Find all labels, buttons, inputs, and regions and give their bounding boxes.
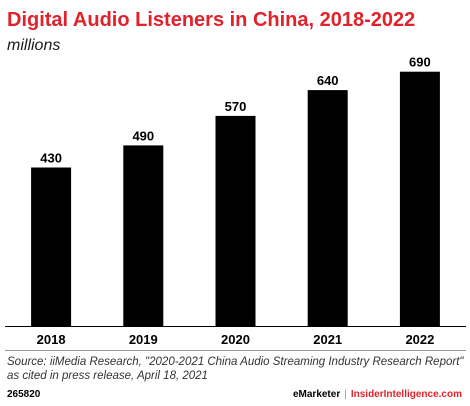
bar-2022 xyxy=(399,71,440,326)
value-labels-group: 430 490 570 640 690 xyxy=(40,55,431,166)
brand-emarketer: eMarketer xyxy=(292,389,341,400)
brand-separator: | xyxy=(344,389,347,400)
brand-insider-intelligence: InsiderIntelligence.com xyxy=(350,389,462,400)
bar-2021 xyxy=(307,90,348,326)
source-note: Source: iiMedia Research, "2020-2021 Chi… xyxy=(7,356,464,382)
value-label-2022: 690 xyxy=(409,55,431,70)
x-tick-2022: 2022 xyxy=(405,332,434,347)
bar-2019 xyxy=(123,145,164,326)
bar-2020 xyxy=(215,115,256,327)
value-label-2019: 490 xyxy=(132,128,154,143)
x-tick-2021: 2021 xyxy=(313,332,342,347)
x-axis-tick-labels: 2018 2019 2020 2021 2022 xyxy=(37,332,435,347)
x-tick-2020: 2020 xyxy=(221,332,250,347)
chart-title: Digital Audio Listeners in China, 2018-2… xyxy=(7,9,416,31)
footer-branding: eMarketer | InsiderIntelligence.com xyxy=(293,389,462,400)
x-tick-2019: 2019 xyxy=(129,332,158,347)
chart-subtitle: millions xyxy=(7,37,61,54)
footer: 265820 eMarketer | InsiderIntelligence.com xyxy=(0,385,470,406)
bar-2018 xyxy=(31,167,72,326)
x-tick-2018: 2018 xyxy=(37,332,66,347)
value-label-2020: 570 xyxy=(225,99,247,114)
value-label-2021: 640 xyxy=(317,73,339,88)
chart-id: 265820 xyxy=(7,389,41,400)
bars-group xyxy=(31,71,440,327)
value-label-2018: 430 xyxy=(40,151,62,166)
